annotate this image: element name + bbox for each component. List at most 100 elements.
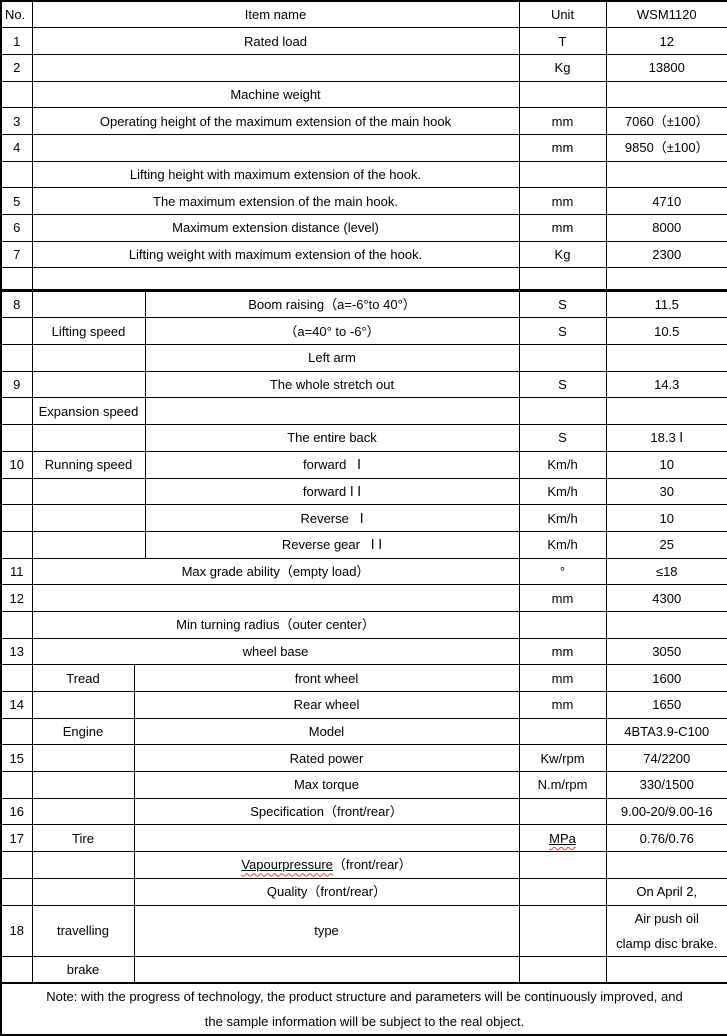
value-cell: 14.3	[605, 370, 727, 399]
value-cell: 74/2200	[605, 744, 727, 773]
unit-cell	[518, 904, 607, 957]
value-cell: 4710	[605, 187, 727, 215]
table-row: Engine Model 4BTA3.9-C100	[0, 717, 727, 746]
unit-cell	[518, 267, 607, 292]
table-row: Machine weight	[0, 80, 727, 109]
item-name-cell	[31, 133, 520, 162]
row-no-cell	[0, 267, 33, 292]
header-model: WSM1120	[605, 0, 727, 29]
sub-label-cell: Running speed	[31, 450, 146, 479]
sub-label-cell: Expansion speed	[31, 397, 146, 426]
sub-label-cell	[31, 744, 135, 773]
sub-label-cell: Tire	[31, 824, 135, 853]
unit-cell	[518, 160, 607, 189]
row-no-cell: 3	[0, 107, 33, 135]
item-name-cell	[31, 267, 520, 292]
item-name-cell: Vapourpressure（front/rear）	[133, 851, 520, 879]
row-no-cell	[0, 424, 33, 452]
table-row: 5 The maximum extension of the main hook.…	[0, 187, 727, 215]
value-cell: Air push oil clamp disc brake.	[605, 904, 727, 957]
unit-cell	[518, 717, 607, 746]
item-name-cell: Min turning radius（outer center）	[31, 610, 520, 639]
unit-cell	[518, 80, 607, 109]
value-cell: 9.00-20/9.00-16	[605, 797, 727, 826]
unit-cell: S	[518, 317, 607, 346]
unit-cell: mm	[518, 107, 607, 135]
table-row: 7 Lifting weight with maximum extension o…	[0, 240, 727, 269]
value-cell	[605, 851, 727, 879]
row-no-cell	[0, 771, 33, 799]
item-name-cell: Machine weight	[31, 80, 520, 109]
table-row: 11 Max grade ability（empty load） ° ≤18	[0, 557, 727, 586]
row-no-cell	[0, 877, 33, 906]
item-name-cell: Left arm	[144, 344, 520, 372]
item-name-cell	[31, 584, 520, 612]
sub-label-cell: Tread	[31, 664, 135, 692]
sub-label-cell	[31, 530, 146, 559]
item-name-cell: Max grade ability（empty load）	[31, 557, 520, 586]
row-no-cell	[0, 160, 33, 189]
unit-cell	[518, 955, 607, 984]
unit-cell: S	[518, 289, 607, 319]
row-no-cell: 17	[0, 824, 33, 853]
item-name-cell: forward Ⅰ Ⅰ	[144, 477, 520, 506]
value-cell: 4300	[605, 584, 727, 612]
value-cell: 8000	[605, 214, 727, 242]
value-cell: 10	[605, 504, 727, 532]
table-row	[0, 267, 727, 292]
unit-cell: S	[518, 370, 607, 399]
sub-label-cell: Lifting speed	[31, 317, 146, 346]
value-cell	[605, 397, 727, 426]
unit-cell	[518, 851, 607, 879]
item-name-cell	[144, 397, 520, 426]
value-cell: 13800	[605, 53, 727, 82]
row-no-cell: 16	[0, 797, 33, 826]
value-cell	[605, 955, 727, 984]
item-name-cell: forward Ⅰ	[144, 450, 520, 479]
table-row: Vapourpressure（front/rear）	[0, 851, 727, 879]
table-row: Lifting speed （a=40° to -6°） S 10.5	[0, 317, 727, 346]
table-row: 9 The whole stretch out S 14.3	[0, 370, 727, 399]
row-no-cell	[0, 717, 33, 746]
row-no-cell: 8	[0, 289, 33, 319]
unit-cell	[518, 610, 607, 639]
value-cell: 4BTA3.9-C100	[605, 717, 727, 746]
unit-cell	[518, 344, 607, 372]
table-row: 6 Maximum extension distance (level) mm 800…	[0, 214, 727, 242]
value-cell: 1650	[605, 691, 727, 719]
item-name-cell: type	[133, 904, 520, 957]
header-no: No.	[0, 0, 33, 29]
row-no-cell: 5	[0, 187, 33, 215]
table-row: Max torque N.m/rpm 330/1500	[0, 771, 727, 799]
value-cell: 11.5	[605, 289, 727, 319]
unit-cell: mm	[518, 584, 607, 612]
item-name-cell: Model	[133, 717, 520, 746]
row-no-cell	[0, 504, 33, 532]
note-row: Note: with the progress of technology, t…	[0, 981, 727, 1036]
sub-label-cell: brake	[31, 955, 135, 984]
item-name-cell: wheel base	[31, 637, 520, 666]
value-cell: 1600	[605, 664, 727, 692]
sub-label-cell	[31, 504, 146, 532]
sub-label-cell	[31, 797, 135, 826]
item-name-cell: Operating height of the maximum extensio…	[31, 107, 520, 135]
sub-label-cell: travelling	[31, 904, 135, 957]
table-row: Reverse gear Ⅰ Ⅰ Km/h 25	[0, 530, 727, 559]
row-no-cell: 13	[0, 637, 33, 666]
row-no-cell	[0, 397, 33, 426]
value-cell: 30	[605, 477, 727, 506]
sub-label-cell	[31, 289, 146, 319]
item-name-cell: The whole stretch out	[144, 370, 520, 399]
item-name-cell	[133, 824, 520, 853]
unit-cell: MPa	[518, 824, 607, 853]
unit-cell	[518, 397, 607, 426]
unit-cell	[518, 877, 607, 906]
value-cell: 2300	[605, 240, 727, 269]
row-no-cell	[0, 530, 33, 559]
sub-label-cell	[31, 424, 146, 452]
unit-cell: mm	[518, 664, 607, 692]
unit-cell: mm	[518, 214, 607, 242]
row-no-cell: 4	[0, 133, 33, 162]
misspelled-word: MPa	[549, 830, 576, 846]
unit-cell: Kw/rpm	[518, 744, 607, 773]
